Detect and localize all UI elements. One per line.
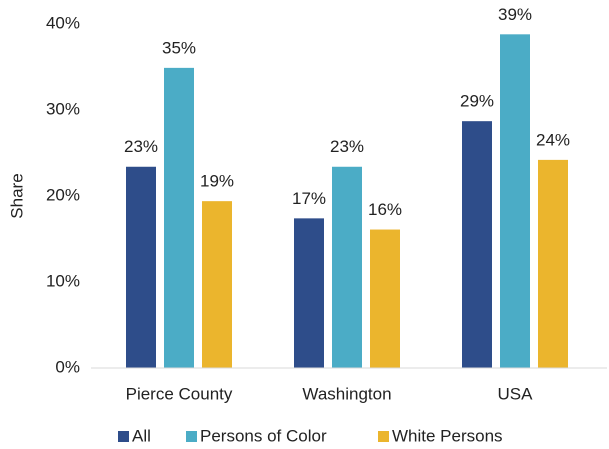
bar	[294, 218, 324, 368]
data-label: 19%	[200, 172, 234, 191]
data-label: 29%	[460, 92, 494, 111]
legend-swatch	[118, 431, 129, 442]
data-label: 24%	[536, 130, 570, 149]
bar	[202, 201, 232, 368]
data-label: 16%	[368, 200, 402, 219]
bar	[538, 159, 568, 368]
bar	[126, 166, 156, 368]
bar	[500, 34, 530, 368]
y-tick-label: 40%	[46, 13, 80, 32]
x-tick-label: USA	[498, 384, 534, 403]
data-label: 17%	[292, 189, 326, 208]
legend-label: All	[132, 426, 151, 445]
bar	[332, 166, 362, 368]
legend-swatch	[378, 431, 389, 442]
data-label: 35%	[162, 38, 196, 57]
x-tick-label: Washington	[302, 384, 391, 403]
bar	[370, 229, 400, 368]
y-tick-label: 0%	[55, 357, 80, 376]
bar	[164, 67, 194, 369]
data-label: 23%	[124, 137, 158, 156]
y-tick-label: 30%	[46, 99, 80, 118]
legend-swatch	[186, 431, 197, 442]
y-tick-label: 10%	[46, 271, 80, 290]
x-tick-label: Pierce County	[126, 384, 233, 403]
bar	[462, 121, 492, 369]
data-label: 23%	[330, 137, 364, 156]
legend-label: Persons of Color	[200, 426, 327, 445]
legend-label: White Persons	[392, 426, 503, 445]
y-tick-label: 20%	[46, 185, 80, 204]
y-axis-title: Share	[7, 173, 26, 218]
data-label: 39%	[498, 5, 532, 24]
